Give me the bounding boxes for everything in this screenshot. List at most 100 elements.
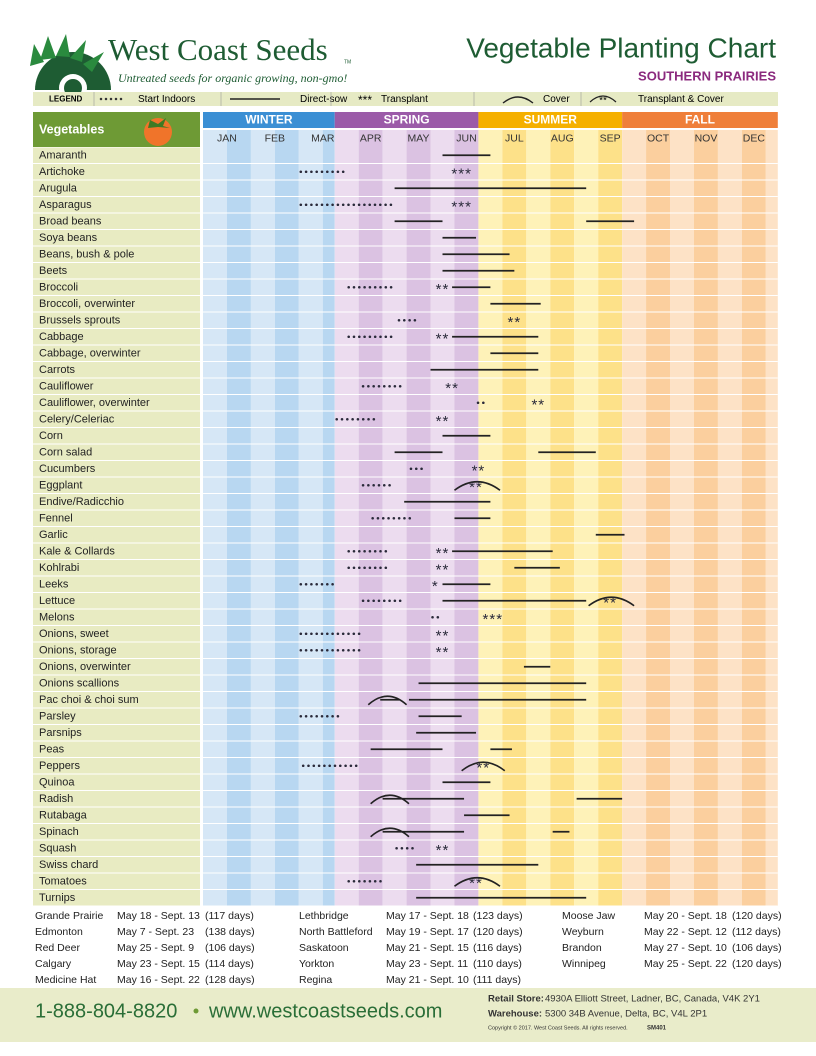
row-label-bg <box>33 840 200 856</box>
row-label-bg <box>33 213 200 229</box>
copyright: Copyright © 2017. West Coast Seeds. All … <box>488 1024 628 1031</box>
stripe <box>550 130 575 906</box>
row-label-bg <box>33 444 200 460</box>
row-label: Swiss chard <box>39 859 98 871</box>
stripe <box>526 130 551 906</box>
frost-date: (114 days) <box>205 958 254 970</box>
row-label-bg <box>33 626 200 642</box>
row-label-bg <box>33 725 200 741</box>
season-header <box>622 112 778 128</box>
season-label: SUMMER <box>524 113 578 127</box>
frost-date: (128 days) <box>205 974 255 986</box>
season-label: SPRING <box>384 113 430 127</box>
season-label: FALL <box>685 113 715 127</box>
frost-date: (106 days) <box>205 942 255 954</box>
row-label: Celery/Celeriac <box>39 414 115 426</box>
row-label: Beans, bush & pole <box>39 249 134 261</box>
title: Vegetable Planting Chart <box>466 32 776 63</box>
stripe <box>358 130 383 906</box>
frost-date: Grande Prairie <box>35 910 103 922</box>
stripe <box>226 130 251 906</box>
row-label: Fennel <box>39 513 73 525</box>
row-label-bg <box>33 428 200 444</box>
row-label-bg <box>33 461 200 477</box>
row-label: Leeks <box>39 579 69 591</box>
frost-date: May 25 - Sept. 22 <box>644 958 727 970</box>
stripe <box>502 130 527 906</box>
row-label-bg <box>33 164 200 180</box>
row-label: Parsnips <box>39 727 82 739</box>
frost-date: May 23 - Sept. 15 <box>117 958 200 970</box>
frost-date: Saskatoon <box>299 942 349 954</box>
row-label-bg <box>33 560 200 576</box>
veg-header <box>33 112 200 147</box>
stripe <box>406 130 431 906</box>
frost-date: May 20 - Sept. 18 <box>644 910 727 922</box>
month-label: DEC <box>743 132 766 144</box>
transplant: ** <box>603 595 617 612</box>
footer-bullet <box>193 1008 199 1014</box>
row-label-bg <box>33 593 200 609</box>
frost-date: Moose Jaw <box>562 910 616 922</box>
legend-label: Direct-sow <box>300 94 348 105</box>
row-label-bg <box>33 494 200 510</box>
transplant: ** <box>436 413 450 430</box>
row-label: Onions, storage <box>39 645 117 657</box>
transplant: * <box>432 578 439 595</box>
stripe <box>274 130 299 906</box>
transplant: ** <box>476 760 490 777</box>
row-label-bg <box>33 312 200 328</box>
cover <box>588 596 635 607</box>
row-label: Broad beans <box>39 216 102 228</box>
row-label: Peppers <box>39 760 80 772</box>
trademark: TM <box>344 59 351 65</box>
brand: West Coast Seeds <box>108 32 328 67</box>
region: SOUTHERN PRAIRIES <box>638 68 776 83</box>
frost-date: (112 days) <box>732 926 781 938</box>
row-label-bg <box>33 345 200 361</box>
row-label-bg <box>33 411 200 427</box>
row-label-bg <box>33 527 200 543</box>
row-label-bg <box>33 741 200 757</box>
transplant: *** <box>483 611 504 628</box>
row-label-bg <box>33 890 200 906</box>
frost-date: May 27 - Sept. 10 <box>644 942 727 954</box>
row-label: Peas <box>39 744 65 756</box>
legend-symbol: *** <box>358 93 372 107</box>
frost-date: North Battleford <box>299 926 373 938</box>
stripe <box>670 130 694 906</box>
row-label: Cucumbers <box>39 463 96 475</box>
code: SM401 <box>647 1026 667 1032</box>
row-label: Eggplant <box>39 480 82 492</box>
frost-date: May 16 - Sept. 22 <box>117 974 200 986</box>
transplant: ** <box>469 875 483 892</box>
month-label: APR <box>360 132 382 144</box>
stripe <box>741 130 766 906</box>
phone: 1-888-804-8820 <box>35 1000 177 1022</box>
legend-label: Transplant & Cover <box>638 94 724 105</box>
row-label-bg <box>33 329 200 345</box>
row-label: Soya beans <box>39 232 98 244</box>
row-label-bg <box>33 576 200 592</box>
row-label: Turnips <box>39 892 76 904</box>
cover <box>370 827 410 838</box>
stripe <box>203 130 227 906</box>
transplant: ** <box>531 397 545 414</box>
row-label-bg <box>33 263 200 279</box>
row-label: Kale & Collards <box>39 546 115 558</box>
legend-bar <box>33 92 778 106</box>
footer-band <box>0 988 816 1042</box>
row-label-bg <box>33 642 200 658</box>
legend-cover <box>502 96 534 104</box>
month-label: MAR <box>311 132 335 144</box>
row-label: Beets <box>39 265 68 277</box>
row-label-bg <box>33 147 200 163</box>
frost-date: Yorkton <box>299 958 334 970</box>
warehouse-label: Warehouse: <box>488 1009 542 1020</box>
row-label: Cauliflower <box>39 381 94 393</box>
row-label: Broccoli, overwinter <box>39 298 135 310</box>
row-label-bg <box>33 807 200 823</box>
frost-date: Calgary <box>35 958 72 970</box>
stripe <box>334 130 359 906</box>
